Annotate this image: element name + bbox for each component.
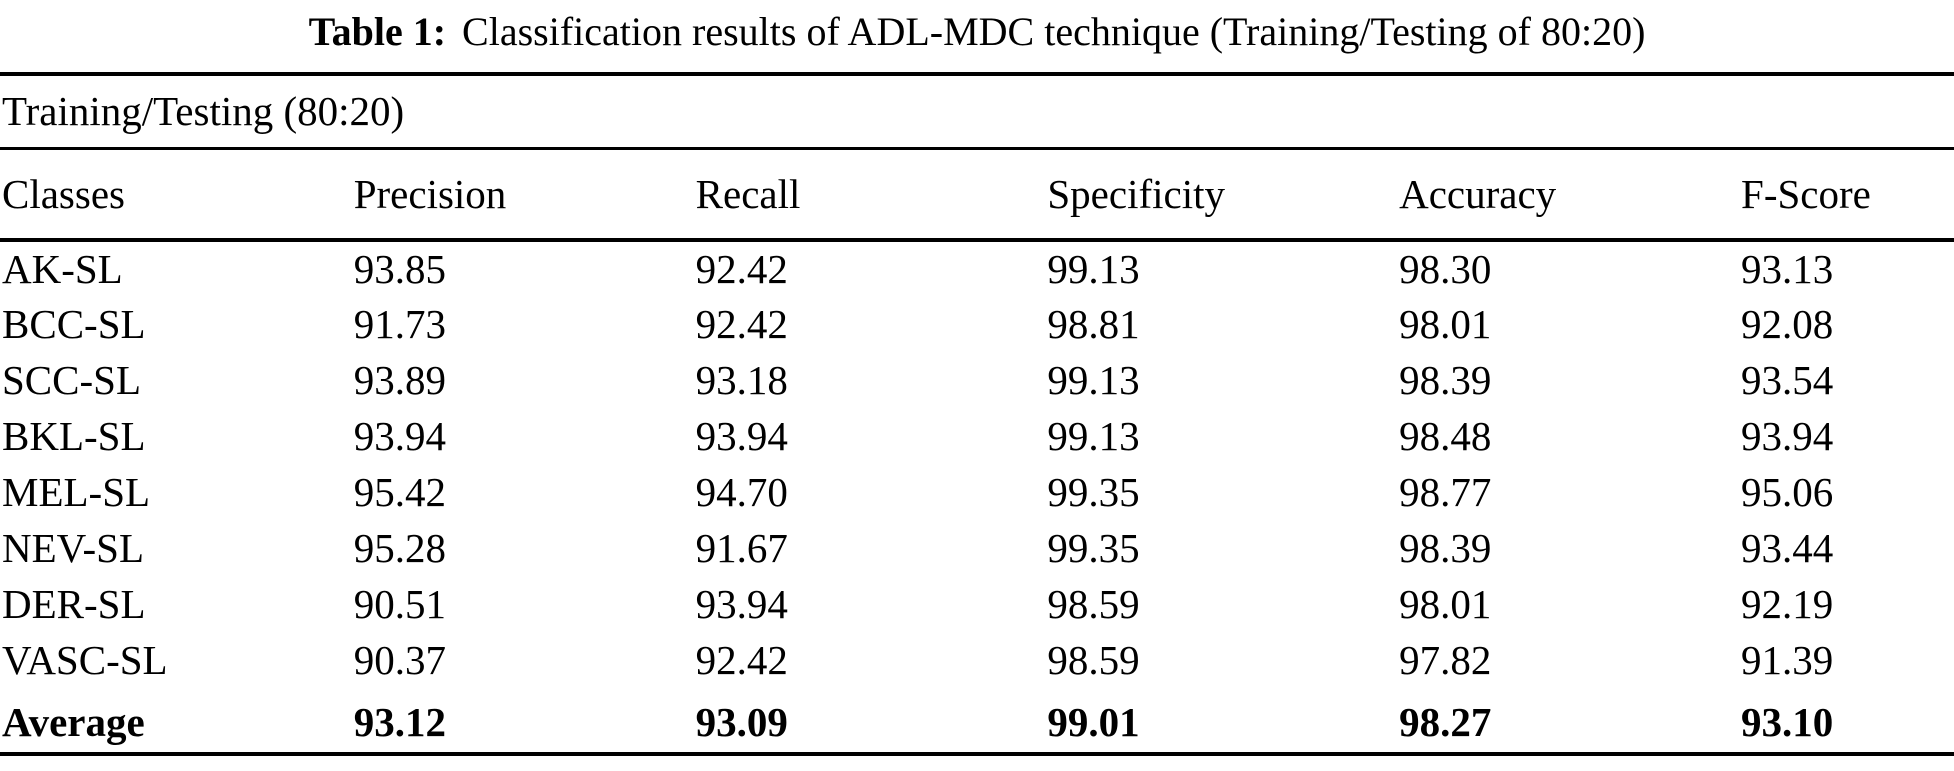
value-cell: 94.70 — [695, 469, 788, 515]
class-name-cell: MEL-SL — [2, 469, 151, 515]
value-cell: 93.18 — [695, 357, 788, 403]
value-cell: 93.94 — [695, 413, 788, 459]
table-row: NEV-SL 95.28 91.67 99.35 98.39 93.44 — [0, 520, 1954, 576]
value-cell: 98.39 — [1399, 357, 1492, 403]
table-row: VASC-SL 90.37 92.42 98.59 97.82 91.39 — [0, 632, 1954, 688]
value-cell: 92.19 — [1741, 581, 1834, 627]
table-row: AK-SL 93.85 92.42 99.13 98.30 93.13 — [0, 240, 1954, 296]
value-cell: 91.67 — [695, 525, 788, 571]
value-cell: 99.01 — [1047, 699, 1140, 745]
value-cell: 93.44 — [1741, 525, 1834, 571]
value-cell: 98.30 — [1399, 246, 1492, 292]
value-cell: 92.42 — [695, 637, 788, 683]
value-cell: 99.13 — [1047, 413, 1140, 459]
value-cell: 95.42 — [353, 469, 446, 515]
value-cell: 98.77 — [1399, 469, 1492, 515]
class-name-cell: BKL-SL — [2, 413, 146, 459]
value-cell: 93.12 — [353, 699, 446, 745]
value-cell: 93.94 — [1741, 413, 1834, 459]
value-cell: 93.89 — [353, 357, 446, 403]
table-row: SCC-SL 93.89 93.18 99.13 98.39 93.54 — [0, 352, 1954, 408]
table-caption: Table 1: Classification results of ADL-MD… — [0, 0, 1954, 56]
column-header-precision: Precision — [351, 148, 694, 242]
class-name-cell: AK-SL — [2, 246, 123, 292]
value-cell: 99.13 — [1047, 357, 1140, 403]
value-cell: 98.59 — [1047, 637, 1140, 683]
value-cell: 90.37 — [353, 637, 446, 683]
results-table: Training/Testing (80:20) Classes Precisio… — [0, 72, 1954, 756]
column-header-classes: Classes — [0, 148, 352, 242]
value-cell: 93.10 — [1741, 699, 1834, 745]
class-name-cell: NEV-SL — [2, 525, 144, 571]
value-cell: 93.54 — [1741, 357, 1834, 403]
value-cell: 99.13 — [1047, 246, 1140, 292]
column-header-f-score: F-Score — [1739, 148, 1954, 242]
value-cell: 98.39 — [1399, 525, 1492, 571]
table-caption-label: Table 1: — [308, 9, 447, 54]
value-cell: 97.82 — [1399, 637, 1492, 683]
value-cell: 98.59 — [1047, 581, 1140, 627]
value-cell: 99.35 — [1047, 469, 1140, 515]
value-cell: 93.09 — [695, 699, 788, 745]
class-name-cell: DER-SL — [2, 581, 146, 627]
class-name-cell: Average — [2, 699, 145, 745]
table-span-header: Training/Testing (80:20) — [0, 74, 1954, 150]
value-cell: 98.81 — [1047, 301, 1140, 347]
value-cell: 93.94 — [695, 581, 788, 627]
value-cell: 91.73 — [353, 301, 446, 347]
table-row: DER-SL 90.51 93.94 98.59 98.01 92.19 — [0, 576, 1954, 632]
table-row: BKL-SL 93.94 93.94 99.13 98.48 93.94 — [0, 408, 1954, 464]
value-cell: 92.42 — [695, 246, 788, 292]
value-cell: 95.28 — [353, 525, 446, 571]
table-header-row: Classes Precision Recall Specificity Accurac… — [0, 148, 1954, 242]
value-cell: 95.06 — [1741, 469, 1834, 515]
value-cell: 98.48 — [1399, 413, 1492, 459]
column-header-accuracy: Accuracy — [1397, 148, 1740, 242]
value-cell: 93.94 — [353, 413, 446, 459]
class-name-cell: SCC-SL — [2, 357, 141, 403]
value-cell: 98.01 — [1399, 581, 1492, 627]
class-name-cell: BCC-SL — [2, 301, 146, 347]
column-header-specificity: Specificity — [1045, 148, 1398, 242]
table-row: BCC-SL 91.73 92.42 98.81 98.01 92.08 — [0, 296, 1954, 352]
value-cell: 90.51 — [353, 581, 446, 627]
value-cell: 92.08 — [1741, 301, 1834, 347]
value-cell: 98.27 — [1399, 699, 1492, 745]
class-name-cell: VASC-SL — [2, 637, 168, 683]
table-row: MEL-SL 95.42 94.70 99.35 98.77 95.06 — [0, 464, 1954, 520]
value-cell: 92.42 — [695, 301, 788, 347]
value-cell: 91.39 — [1741, 637, 1834, 683]
value-cell: 99.35 — [1047, 525, 1140, 571]
value-cell: 93.85 — [353, 246, 446, 292]
column-header-recall: Recall — [693, 148, 1046, 242]
value-cell: 93.13 — [1741, 246, 1834, 292]
average-row: Average 93.12 93.09 99.01 98.27 93.10 — [0, 688, 1954, 754]
table-caption-text: Classification results of ADL-MDC techni… — [462, 9, 1646, 54]
value-cell: 98.01 — [1399, 301, 1492, 347]
table-span-header-row: Training/Testing (80:20) — [0, 74, 1954, 150]
